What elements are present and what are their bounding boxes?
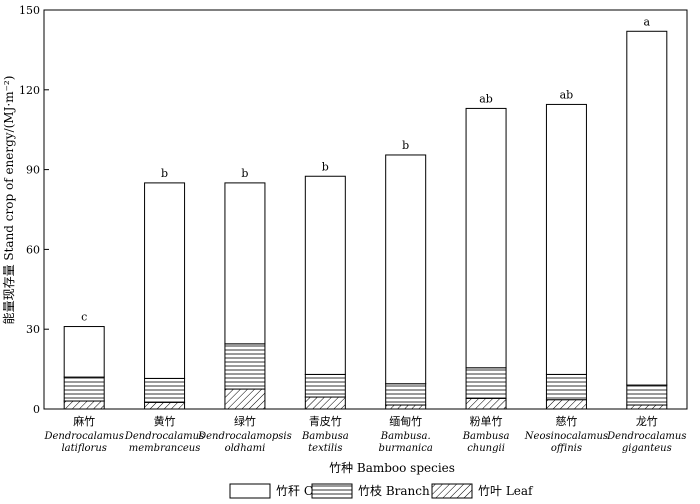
significance-letter: b: [402, 139, 409, 152]
legend-swatch-horizontal: [311, 483, 353, 499]
bar-segment-horizontal: [63, 376, 105, 402]
significance-letter: b: [241, 167, 248, 180]
plot-frame: [43, 9, 688, 410]
category-label-latin: Bambusa: [301, 431, 349, 442]
bar-segment-diagonal: [304, 396, 346, 410]
bar-segment-blank: [144, 182, 186, 379]
legend-swatch-diagonal: [431, 483, 473, 499]
bar-segment-blank: [304, 175, 346, 375]
category-label-latin: Bambusa.: [380, 431, 431, 442]
significance-letter: b: [161, 167, 168, 180]
legend-label: 竹枝 Branch: [358, 483, 430, 498]
category-label-latin: latiflorus: [61, 443, 106, 454]
significance-letter: c: [81, 311, 87, 324]
y-tick-label: 30: [26, 323, 40, 336]
bar-segment-blank: [63, 326, 105, 378]
category-label-cn: 龙竹: [636, 414, 658, 428]
x-axis-title: 竹种 Bamboo species: [329, 461, 455, 475]
category-label-latin: Dendrocalamus: [44, 431, 124, 442]
category-label-cn: 绿竹: [234, 414, 256, 428]
bar-segment-horizontal: [626, 384, 668, 406]
legend: 竹秆 Clum 竹枝 Branch 竹叶 Leaf: [229, 483, 534, 499]
bar-segment-diagonal: [144, 401, 186, 410]
category-label-latin: offinis: [551, 443, 582, 454]
category-label-latin: membranceus: [129, 443, 201, 454]
category-label-latin: Neosinocalamus: [524, 431, 608, 442]
category-label-cn: 慈竹: [555, 414, 577, 428]
bar-segment-blank: [465, 107, 507, 369]
category-label-latin: giganteus: [622, 443, 672, 454]
legend-swatch-blank: [229, 483, 271, 499]
category-label-latin: burmanica: [379, 443, 433, 454]
bar-segment-diagonal: [385, 404, 427, 410]
bar-segment-blank: [545, 103, 587, 375]
category-label-cn: 缅甸竹: [389, 414, 422, 428]
category-label-latin: Bambusa: [462, 431, 510, 442]
bar-segment-horizontal: [224, 343, 266, 390]
bar-segment-diagonal: [63, 400, 105, 410]
category-label-latin: Dendrocalamus: [606, 431, 686, 442]
bar-segment-blank: [626, 30, 668, 386]
bar-segment-horizontal: [545, 373, 587, 401]
category-label-latin: oldhami: [225, 443, 266, 454]
significance-letter: a: [644, 15, 651, 28]
y-tick-label: 150: [19, 4, 40, 17]
bar-segment-diagonal: [224, 388, 266, 410]
category-label-latin: Dendrocalamus: [124, 431, 204, 442]
category-label-latin: textilis: [308, 443, 342, 454]
bar-segment-diagonal: [465, 397, 507, 410]
bar-segment-diagonal: [545, 399, 587, 410]
category-label-cn: 麻竹: [73, 414, 95, 428]
bar-segment-horizontal: [465, 367, 507, 399]
category-label-cn: 黄竹: [154, 414, 176, 428]
category-label-cn: 青皮竹: [309, 414, 342, 428]
bar-segment-diagonal: [626, 404, 668, 410]
bar-segment-horizontal: [385, 383, 427, 406]
category-label-latin: chungii: [467, 443, 505, 454]
significance-letter: ab: [479, 92, 493, 105]
y-axis-title: 能量现存量 Stand crop of energy/(MJ·m⁻²): [2, 76, 16, 325]
plot-area: 0306090120150c麻竹Dendrocalamuslatiflorusb…: [19, 4, 688, 454]
y-tick-label: 90: [26, 164, 40, 177]
bar-segment-blank: [385, 154, 427, 385]
y-tick-label: 120: [19, 84, 40, 97]
bar-segment-blank: [224, 182, 266, 345]
significance-letter: b: [322, 160, 329, 173]
legend-label: 竹叶 Leaf: [478, 484, 534, 498]
y-tick-label: 60: [26, 243, 40, 256]
category-label-cn: 粉单竹: [470, 414, 503, 428]
bar-segment-horizontal: [144, 377, 186, 403]
significance-letter: ab: [560, 88, 574, 101]
category-label-latin: Dendrocalamopsis: [197, 431, 292, 442]
bar-segment-horizontal: [304, 373, 346, 398]
y-tick-label: 0: [33, 403, 40, 416]
